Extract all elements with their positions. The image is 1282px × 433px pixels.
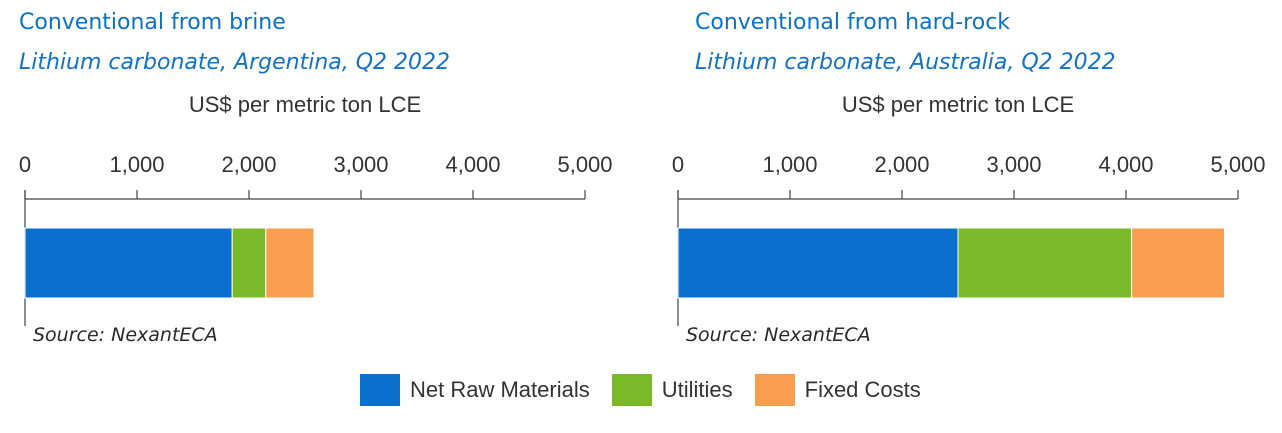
legend-label-net-raw-materials: Net Raw Materials bbox=[410, 377, 590, 402]
x-tick-label: 3,000 bbox=[986, 152, 1041, 177]
x-tick-label: 4,000 bbox=[1098, 152, 1153, 177]
legend-label-utilities: Utilities bbox=[661, 377, 733, 402]
legend-item-utilities: Utilities bbox=[611, 374, 733, 406]
source-note-brine: Source: NexantECA bbox=[33, 324, 218, 346]
x-tick-label: 0 bbox=[19, 152, 31, 177]
x-tick-label: 1,000 bbox=[109, 152, 164, 177]
charts-svg: US$ per metric ton LCE 0 1,000 2,000 3,000 4,… bbox=[19, 92, 1266, 326]
bar-segment-fixed-costs bbox=[265, 227, 315, 299]
x-tick-label: 3,000 bbox=[333, 152, 388, 177]
chart-title-hardrock: Conventional from hard-rock bbox=[695, 10, 1011, 35]
x-axis-label: US$ per metric ton LCE bbox=[842, 92, 1074, 117]
legend-swatch-fixed-costs bbox=[754, 374, 795, 406]
legend-swatch-net-raw-materials bbox=[360, 374, 400, 406]
bar-segment-net-raw-materials bbox=[24, 227, 233, 299]
legend: Net Raw Materials Utilities Fixed Costs bbox=[360, 374, 943, 406]
chart-subtitle-brine: Lithium carbonate, Argentina, Q2 2022 bbox=[19, 50, 451, 75]
chart-subtitle-hardrock: Lithium carbonate, Australia, Q2 2022 bbox=[695, 50, 1116, 75]
x-axis-label: US$ per metric ton LCE bbox=[189, 92, 421, 117]
bar-segment-utilities bbox=[231, 227, 267, 299]
legend-swatch-utilities bbox=[611, 374, 652, 406]
bar-segment-utilities bbox=[957, 227, 1133, 299]
x-tick-label: 1,000 bbox=[762, 152, 817, 177]
chart-panel-hardrock: US$ per metric ton LCE 0 1,000 2,000 3,000 4,… bbox=[672, 92, 1266, 326]
source-note-hardrock: Source: NexantECA bbox=[686, 324, 871, 346]
x-tick-label: 5,000 bbox=[557, 152, 612, 177]
chart-title-brine: Conventional from brine bbox=[19, 10, 286, 35]
legend-item-fixed-costs: Fixed Costs bbox=[754, 374, 921, 406]
legend-label-fixed-costs: Fixed Costs bbox=[804, 377, 921, 402]
x-tick-label: 2,000 bbox=[874, 152, 929, 177]
bar-segment-net-raw-materials bbox=[677, 227, 959, 299]
legend-item-net-raw-materials: Net Raw Materials bbox=[360, 374, 590, 406]
bar-segment-fixed-costs bbox=[1131, 227, 1226, 299]
x-tick-label: 4,000 bbox=[445, 152, 500, 177]
x-tick-label: 5,000 bbox=[1210, 152, 1265, 177]
x-tick-label: 0 bbox=[672, 152, 684, 177]
chart-panel-brine: US$ per metric ton LCE 0 1,000 2,000 3,000 4,… bbox=[19, 92, 613, 326]
x-tick-label: 2,000 bbox=[221, 152, 276, 177]
